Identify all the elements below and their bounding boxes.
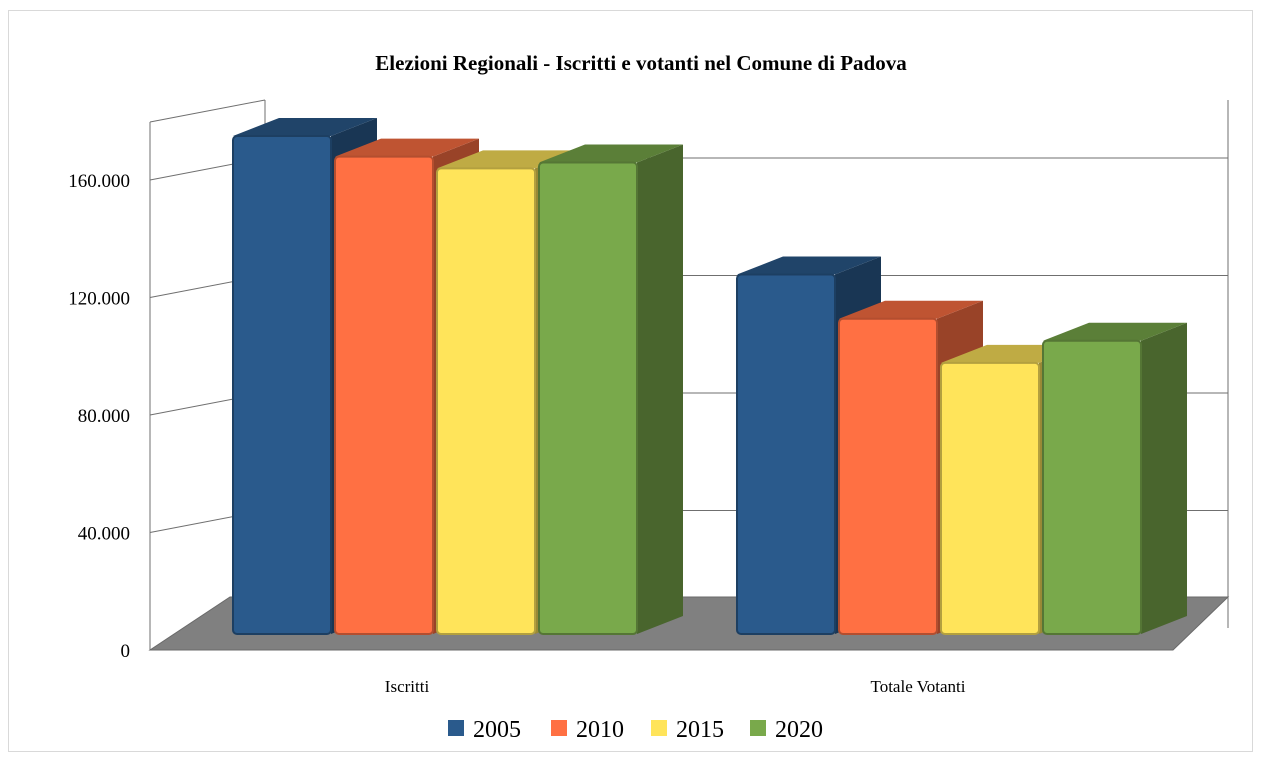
legend-item: 2020: [750, 717, 823, 743]
legend-label: 2015: [676, 717, 724, 743]
bar-side: [1141, 322, 1187, 634]
bar-top: [737, 256, 881, 275]
bar-top: [335, 138, 479, 157]
bar: [1042, 322, 1187, 635]
bar-top: [233, 118, 377, 136]
chart-title: Elezioni Regionali - Iscritti e votanti …: [375, 51, 907, 75]
bar-front: [940, 361, 1040, 635]
bar-front: [538, 161, 638, 635]
y-tick-label: 120.000: [68, 289, 130, 310]
legend-label: 2005: [473, 717, 521, 743]
bar: [538, 144, 683, 635]
legend-item: 2005: [448, 717, 521, 743]
y-axis: 0 40.000 80.000 120.000 160.000: [68, 171, 130, 662]
y-tick-label: 80.000: [78, 406, 130, 427]
gridline-side: [149, 99, 266, 123]
y-tick-label: 0: [121, 641, 131, 662]
legend-label: 2010: [576, 717, 624, 743]
bar-top: [839, 300, 983, 319]
legend: 2005 2010 2015 2020: [448, 717, 823, 743]
legend-swatch: [448, 720, 464, 736]
legend-swatch: [551, 720, 567, 736]
y-tick-label: 160.000: [68, 171, 130, 192]
legend-label: 2020: [775, 717, 823, 743]
bars: [232, 118, 1187, 635]
x-axis: Iscritti Totale Votanti: [385, 677, 966, 696]
bar-front: [736, 273, 836, 635]
category-label: Totale Votanti: [871, 677, 966, 696]
legend-item: 2015: [651, 717, 724, 743]
bar-top: [1043, 322, 1187, 341]
bar-front: [1042, 339, 1142, 635]
bar-front: [334, 155, 434, 635]
legend-item: 2010: [551, 717, 624, 743]
category-label: Iscritti: [385, 677, 430, 696]
bar-front: [436, 167, 536, 635]
bar-top: [539, 144, 683, 163]
legend-swatch: [651, 720, 667, 736]
y-tick-label: 40.000: [78, 524, 130, 545]
bar-front: [232, 135, 332, 635]
bar-side: [637, 144, 683, 635]
bar-front: [838, 317, 938, 635]
legend-swatch: [750, 720, 766, 736]
chart-frame: [8, 10, 1253, 752]
